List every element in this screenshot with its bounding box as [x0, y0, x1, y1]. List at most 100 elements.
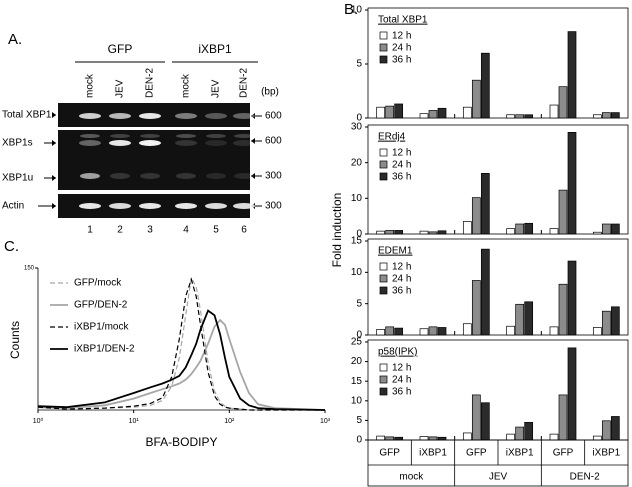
gel-band: [176, 134, 196, 138]
y-tick-label: 0: [356, 330, 362, 341]
bar: [592, 435, 602, 441]
y-tick-label: 15: [351, 236, 363, 247]
bar: [601, 112, 611, 119]
lane-label: JEV: [211, 79, 222, 98]
x-tick-label: iXBP1: [506, 448, 534, 459]
x-tick-label: 10²: [224, 418, 235, 425]
bar: [567, 132, 577, 235]
bar: [428, 436, 438, 441]
legend-label: 12 h: [392, 148, 411, 159]
legend-swatch: [379, 43, 388, 52]
legend-label: 36 h: [392, 286, 411, 297]
bar: [385, 436, 395, 441]
bar: [506, 114, 516, 119]
gel-band: [139, 203, 161, 209]
gel-group: GFP: [108, 42, 133, 56]
y-axis-label: Fold induction: [330, 193, 344, 268]
bar: [524, 301, 534, 336]
y-tick-label: 10: [351, 193, 363, 204]
legend-label: 36 h: [392, 172, 411, 183]
y-tick-label: 30: [351, 122, 363, 133]
legend-swatch: [379, 172, 388, 181]
bar: [394, 327, 404, 336]
y-tick-label: 10: [351, 395, 363, 406]
legend-label: GFP/mock: [74, 278, 122, 289]
bar: [437, 230, 447, 235]
size-marker: 300: [265, 171, 282, 182]
chart-title: p58(IPK): [378, 347, 417, 358]
row-label: Total XBP1: [2, 110, 52, 121]
size-marker: 600: [265, 111, 282, 122]
lane-label: mock: [181, 73, 192, 98]
bar: [558, 86, 568, 119]
arrow-head: [52, 140, 56, 146]
arrow-head: [251, 138, 255, 144]
legend-swatch: [379, 375, 388, 384]
gel-band: [206, 134, 226, 138]
bar: [462, 432, 472, 441]
size-marker: 600: [265, 136, 282, 147]
panel-label: C.: [4, 238, 19, 255]
bar: [524, 222, 534, 235]
gel-band: [233, 140, 255, 146]
bar: [558, 189, 568, 235]
legend-swatch: [379, 363, 388, 372]
lane-number: 2: [117, 225, 123, 236]
bar: [419, 113, 429, 119]
bar: [515, 426, 525, 441]
bar: [471, 280, 481, 336]
legend-swatch: [379, 286, 388, 295]
y-tick-label: 20: [351, 356, 363, 367]
bar: [471, 197, 481, 235]
lane-label: DEN-2: [239, 68, 250, 98]
bar: [462, 221, 472, 235]
chart-frame: [367, 124, 629, 235]
legend-swatch: [379, 274, 388, 283]
bar: [419, 328, 429, 336]
bar: [601, 223, 611, 235]
bar: [480, 173, 490, 235]
gel-band: [234, 134, 254, 138]
bar: [506, 228, 516, 235]
bar: [385, 326, 395, 336]
gel-band: [233, 203, 255, 209]
gel-band: [79, 140, 101, 146]
legend-swatch: [379, 31, 388, 40]
lane-number: 4: [183, 225, 189, 236]
legend-label: 12 h: [392, 363, 411, 374]
histogram-line: [37, 309, 326, 411]
group-label: JEV: [489, 472, 508, 483]
lane-label: JEV: [115, 79, 126, 98]
arrow-head: [52, 203, 56, 209]
y-tick-label: 0: [356, 435, 362, 446]
gel-band: [205, 113, 227, 119]
arrow-head: [251, 113, 255, 119]
y-tick-label: 20: [351, 157, 363, 168]
legend-label: 36 h: [392, 55, 411, 66]
histogram-line: [37, 318, 326, 411]
bar: [419, 436, 429, 441]
bar: [558, 394, 568, 441]
bar: [549, 326, 559, 336]
gel-band: [175, 140, 197, 146]
lane-number: 5: [213, 225, 219, 236]
bar: [376, 230, 386, 235]
x-tick-label: GFP: [379, 448, 400, 459]
legend-label: 36 h: [392, 387, 411, 398]
bar: [506, 325, 516, 336]
row-label: XBP1u: [2, 173, 33, 184]
bar: [592, 231, 602, 235]
lane-number: 3: [147, 225, 153, 236]
chart-title: EDEM1: [378, 246, 413, 257]
bar: [549, 433, 559, 441]
y-tick-label: 15: [351, 376, 363, 387]
gel-band: [205, 203, 227, 209]
bar: [549, 228, 559, 235]
y-tick-label: 25: [351, 337, 363, 348]
legend-label: 24 h: [392, 274, 411, 285]
row-label: XBP1s: [2, 138, 33, 149]
bar: [610, 112, 620, 119]
legend-label: 12 h: [392, 262, 411, 273]
group-label: DEN-2: [570, 472, 600, 483]
